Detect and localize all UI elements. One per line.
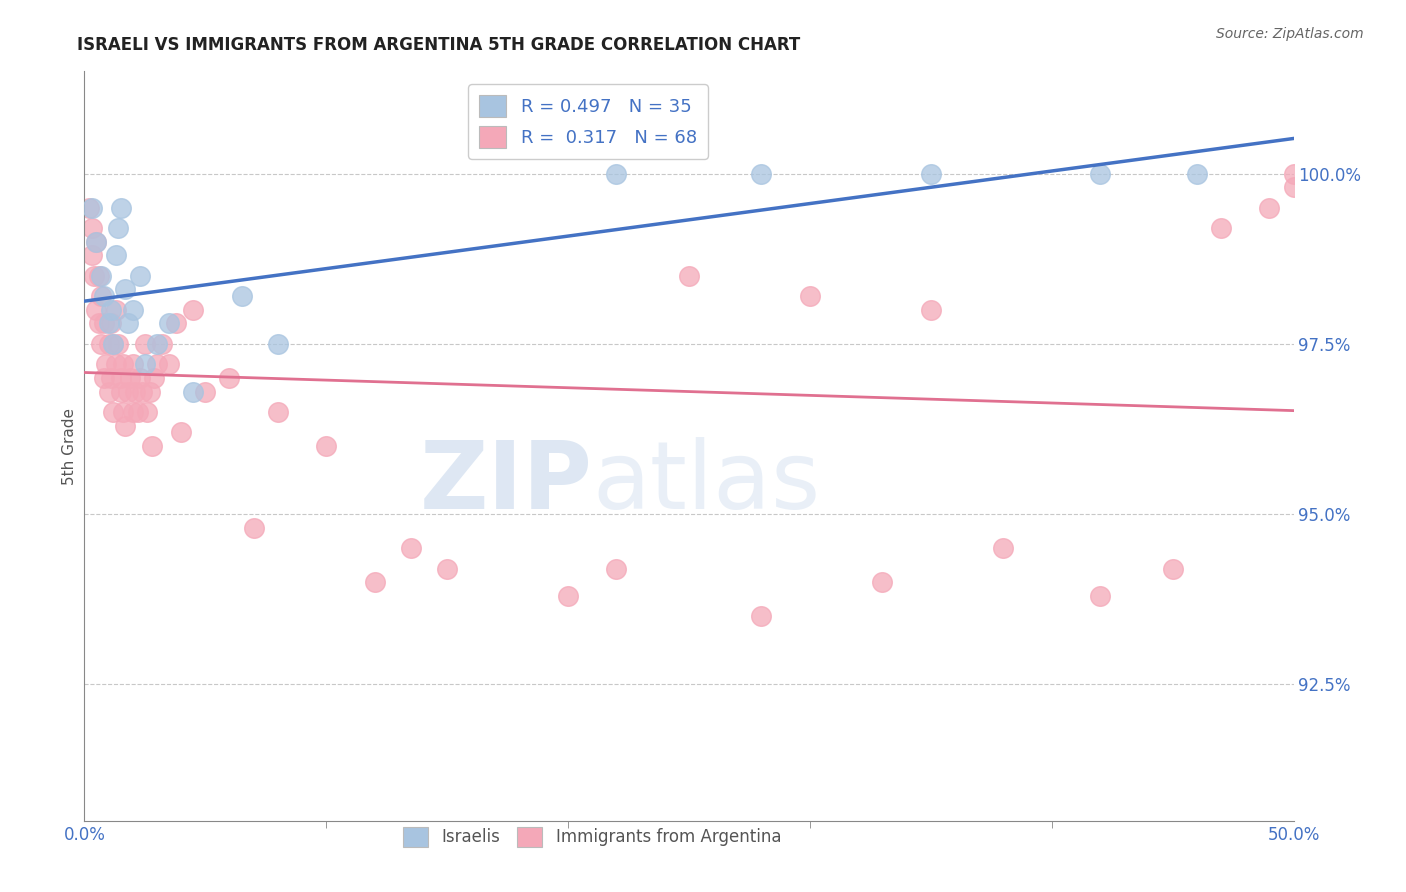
Point: [103, 336, 125, 351]
Point: [90, 289, 112, 303]
Point: [112, 357, 135, 371]
Point: [86, 302, 108, 317]
Y-axis label: 5th Grade: 5th Grade: [62, 408, 77, 484]
Point: [87, 268, 110, 283]
Point: [107, 221, 129, 235]
Point: [90, 336, 112, 351]
Point: [97, 384, 120, 399]
Point: [110, 201, 132, 215]
Point: [77, 201, 100, 215]
Point: [157, 317, 180, 331]
Point: [1088, 167, 1111, 181]
Point: [120, 371, 142, 385]
Point: [751, 609, 773, 624]
Point: [1161, 561, 1184, 575]
Point: [157, 357, 180, 371]
Text: ISRAELI VS IMMIGRANTS FROM ARGENTINA 5TH GRADE CORRELATION CHART: ISRAELI VS IMMIGRANTS FROM ARGENTINA 5TH…: [77, 36, 800, 54]
Point: [110, 384, 132, 399]
Point: [146, 357, 169, 371]
Point: [1258, 201, 1281, 215]
Text: atlas: atlas: [592, 437, 821, 530]
Point: [605, 167, 627, 181]
Point: [114, 282, 136, 296]
Point: [751, 167, 773, 181]
Point: [267, 405, 290, 419]
Point: [131, 384, 153, 399]
Point: [218, 371, 240, 385]
Point: [146, 336, 169, 351]
Point: [104, 357, 127, 371]
Point: [181, 302, 204, 317]
Point: [872, 575, 894, 590]
Point: [138, 384, 160, 399]
Point: [100, 371, 122, 385]
Text: ZIP: ZIP: [419, 437, 592, 530]
Point: [104, 302, 127, 317]
Point: [557, 589, 579, 603]
Point: [117, 317, 139, 331]
Point: [121, 405, 143, 419]
Point: [124, 384, 146, 399]
Point: [134, 336, 156, 351]
Point: [121, 357, 143, 371]
Point: [80, 201, 103, 215]
Point: [170, 425, 193, 440]
Point: [1209, 221, 1232, 235]
Point: [93, 371, 115, 385]
Point: [143, 371, 166, 385]
Point: [100, 317, 122, 331]
Point: [920, 167, 942, 181]
Point: [242, 521, 264, 535]
Point: [87, 317, 110, 331]
Point: [112, 405, 135, 419]
Point: [103, 405, 125, 419]
Point: [107, 336, 129, 351]
Point: [141, 439, 163, 453]
Point: [117, 384, 139, 399]
Point: [136, 405, 159, 419]
Point: [83, 268, 105, 283]
Point: [129, 371, 152, 385]
Point: [993, 541, 1015, 556]
Point: [104, 248, 127, 262]
Point: [86, 235, 108, 249]
Point: [80, 221, 103, 235]
Point: [94, 357, 117, 371]
Text: Source: ZipAtlas.com: Source: ZipAtlas.com: [1216, 27, 1364, 41]
Point: [134, 357, 156, 371]
Point: [121, 302, 143, 317]
Point: [165, 317, 187, 331]
Point: [150, 336, 173, 351]
Point: [90, 268, 112, 283]
Point: [97, 317, 120, 331]
Point: [181, 384, 204, 399]
Point: [920, 302, 942, 317]
Point: [799, 289, 821, 303]
Point: [315, 439, 337, 453]
Point: [1282, 167, 1305, 181]
Point: [110, 371, 132, 385]
Legend: Israelis, Immigrants from Argentina: Israelis, Immigrants from Argentina: [396, 820, 787, 854]
Point: [1282, 180, 1305, 194]
Point: [1088, 589, 1111, 603]
Point: [114, 418, 136, 433]
Point: [267, 336, 290, 351]
Point: [100, 302, 122, 317]
Point: [93, 317, 115, 331]
Point: [678, 268, 700, 283]
Point: [80, 248, 103, 262]
Point: [605, 561, 627, 575]
Point: [97, 336, 120, 351]
Point: [103, 336, 125, 351]
Point: [399, 541, 422, 556]
Point: [363, 575, 385, 590]
Point: [436, 561, 458, 575]
Point: [127, 405, 149, 419]
Point: [129, 268, 152, 283]
Point: [93, 289, 115, 303]
Point: [86, 235, 108, 249]
Point: [194, 384, 217, 399]
Point: [1185, 167, 1208, 181]
Point: [231, 289, 253, 303]
